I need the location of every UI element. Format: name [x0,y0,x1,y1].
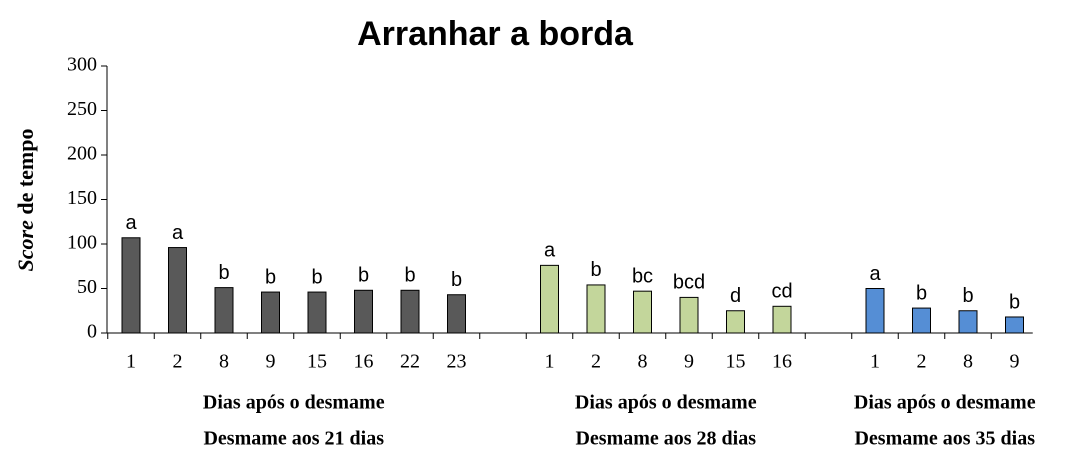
bar [307,291,327,334]
bar-letter: b [218,262,229,284]
bar-letter: bc [632,265,653,287]
x-tick-label: 8 [638,351,648,373]
bar-letter: b [916,282,927,304]
x-tick-label: 1 [545,351,555,373]
y-axis-label-rest: de tempo [13,129,38,215]
group-axis-label: Dias após o desmame [575,392,757,414]
bar-letter: a [869,263,881,285]
bar-letter: b [311,266,322,288]
y-axis-label-italic: Score [13,220,38,272]
chart-title: Arranhar a borda [357,15,634,53]
x-tick-label: 2 [591,351,601,373]
y-tick-label: 50 [77,276,97,298]
bar [354,289,373,334]
y-axis-label: Score de tempo [13,129,38,272]
bar [586,284,606,334]
bar-letter: d [730,285,741,307]
x-tick-label: 23 [447,351,467,373]
x-tick-label: 8 [963,351,973,373]
bar-letter: b [451,269,462,291]
x-tick-label: 2 [917,351,927,373]
bar [912,307,931,334]
bar-letter: b [358,265,369,287]
group-name: Desmame aos 35 dias [854,428,1035,450]
bar [447,294,466,334]
bar [1005,316,1024,334]
bar [121,237,141,334]
group-axis-label: Dias após o desmame [854,392,1036,414]
bar-letter: a [544,240,556,262]
bar-letter: b [265,266,276,288]
bar-letter: a [172,222,184,244]
bar [726,310,745,334]
x-tick-label: 9 [266,351,276,373]
x-tick-label: 2 [173,351,183,373]
y-tick-label: 0 [87,321,97,343]
y-tick-label: 300 [67,54,97,76]
bar-letter: b [962,285,973,307]
bar-letter: cd [771,281,792,303]
bar [168,247,187,334]
x-tick-label: 15 [307,351,327,373]
x-tick-label: 15 [726,351,746,373]
bar-letter: b [404,265,415,287]
x-tick-label: 1 [870,351,880,373]
group-name: Desmame aos 28 dias [575,428,756,450]
bar [633,290,652,334]
x-tick-label: 16 [354,351,374,373]
bar-letter: bcd [673,272,705,294]
x-tick-label: 9 [684,351,694,373]
y-tick-label: 250 [67,98,97,120]
bar-letter: b [590,259,601,281]
bar [261,291,280,334]
bar [679,296,699,334]
group-name: Desmame aos 21 dias [203,428,384,450]
bar-letter: b [1009,291,1020,313]
x-tick-label: 9 [1010,351,1020,373]
group-axis-label: Dias após o desmame [203,392,385,414]
x-tick-label: 16 [772,351,792,373]
y-tick-label: 100 [67,232,97,254]
x-tick-label: 22 [400,351,420,373]
bar [540,264,559,334]
bar [400,289,420,334]
x-tick-label: 8 [219,351,229,373]
bar-letter: a [125,212,137,234]
y-tick-label: 150 [67,187,97,209]
y-tick-label: 200 [67,143,97,165]
bar [958,310,978,334]
bar [865,288,885,334]
bar [772,305,792,334]
x-tick-label: 1 [126,351,136,373]
bar [214,287,234,334]
